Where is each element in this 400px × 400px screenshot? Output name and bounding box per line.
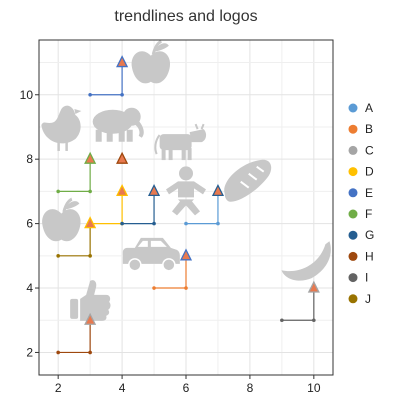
data-point-E bbox=[120, 92, 124, 97]
y-tick-label: 2 bbox=[26, 345, 33, 359]
triangle-marker bbox=[116, 55, 129, 68]
legend-marker-C bbox=[348, 145, 358, 155]
x-tick-label: 10 bbox=[307, 381, 321, 395]
data-point-F bbox=[56, 189, 60, 194]
series-line-D bbox=[90, 191, 123, 225]
data-point-I bbox=[312, 318, 316, 323]
bread-icon bbox=[224, 159, 272, 202]
legend-label-B: B bbox=[365, 122, 373, 136]
data-point-G bbox=[152, 221, 156, 226]
x-tick-label: 4 bbox=[119, 381, 126, 395]
triangle-marker bbox=[211, 183, 225, 197]
data-point-I bbox=[280, 318, 284, 323]
x-tick-label: 2 bbox=[55, 381, 62, 395]
markers bbox=[84, 55, 320, 325]
y-tick-label: 4 bbox=[26, 281, 33, 295]
triangle-marker bbox=[116, 183, 129, 197]
legend-label-C: C bbox=[365, 143, 374, 157]
data-point-F bbox=[88, 189, 92, 194]
cow-icon bbox=[154, 123, 207, 161]
legend-marker-H bbox=[348, 251, 358, 261]
x-tick-label: 6 bbox=[183, 381, 190, 395]
legend-marker-B bbox=[348, 124, 358, 134]
person-icon bbox=[166, 166, 206, 216]
triangle-marker bbox=[307, 280, 320, 293]
legend-marker-A bbox=[348, 103, 358, 113]
triangle-marker bbox=[147, 183, 161, 197]
y-tick-label: 10 bbox=[20, 88, 34, 102]
legend-label-A: A bbox=[365, 101, 373, 115]
series-line-G bbox=[122, 191, 155, 225]
x-tick-label: 8 bbox=[247, 381, 254, 395]
data-point-G bbox=[120, 221, 124, 226]
grid bbox=[39, 40, 333, 375]
data-point-E bbox=[88, 92, 92, 97]
axes: 2 4 6 8 10 2 4 6 8 10 bbox=[20, 39, 334, 395]
chart-title: trendlines and logos bbox=[114, 8, 257, 25]
apple-icon bbox=[131, 39, 171, 84]
legend-marker-E bbox=[348, 188, 358, 198]
triangle-marker bbox=[179, 248, 193, 261]
legend-label-F: F bbox=[365, 207, 372, 221]
legend-label-G: G bbox=[365, 228, 374, 242]
legend-marker-I bbox=[348, 273, 358, 283]
data-point-A bbox=[184, 221, 188, 226]
legend-label-J: J bbox=[365, 292, 371, 306]
series-line-E bbox=[90, 62, 123, 96]
series-line-F bbox=[58, 159, 91, 192]
legend-label-D: D bbox=[365, 165, 374, 179]
banana-icon bbox=[281, 241, 331, 281]
data-point-H bbox=[56, 350, 60, 355]
data-point-J bbox=[88, 254, 92, 258]
legend-marker-J bbox=[348, 294, 358, 304]
thumbs-up-icon bbox=[70, 280, 111, 321]
elephant-icon bbox=[92, 107, 144, 142]
triangle-marker bbox=[84, 151, 97, 164]
data-point-A bbox=[216, 221, 220, 226]
legend-label-H: H bbox=[365, 249, 374, 263]
legend-label-I: I bbox=[365, 271, 368, 285]
data-point-B bbox=[184, 286, 188, 290]
series bbox=[56, 60, 316, 355]
legend-marker-D bbox=[348, 167, 358, 177]
y-tick-label: 8 bbox=[26, 152, 33, 166]
triangle-marker bbox=[84, 216, 97, 229]
chicken-icon bbox=[41, 105, 82, 151]
series-line-I bbox=[281, 288, 315, 321]
triangle-marker bbox=[116, 151, 129, 164]
logos bbox=[41, 39, 331, 321]
y-tick-label: 6 bbox=[26, 217, 33, 231]
legend-label-E: E bbox=[365, 186, 373, 200]
series-line-H bbox=[58, 320, 91, 354]
car-icon bbox=[122, 237, 180, 272]
data-point-J bbox=[56, 254, 60, 258]
legend-marker-F bbox=[348, 209, 358, 219]
data-point-H bbox=[88, 350, 92, 355]
apple-icon bbox=[42, 197, 81, 242]
legend-marker-G bbox=[348, 230, 358, 240]
data-point-B bbox=[152, 286, 156, 290]
triangle-marker bbox=[84, 312, 97, 325]
